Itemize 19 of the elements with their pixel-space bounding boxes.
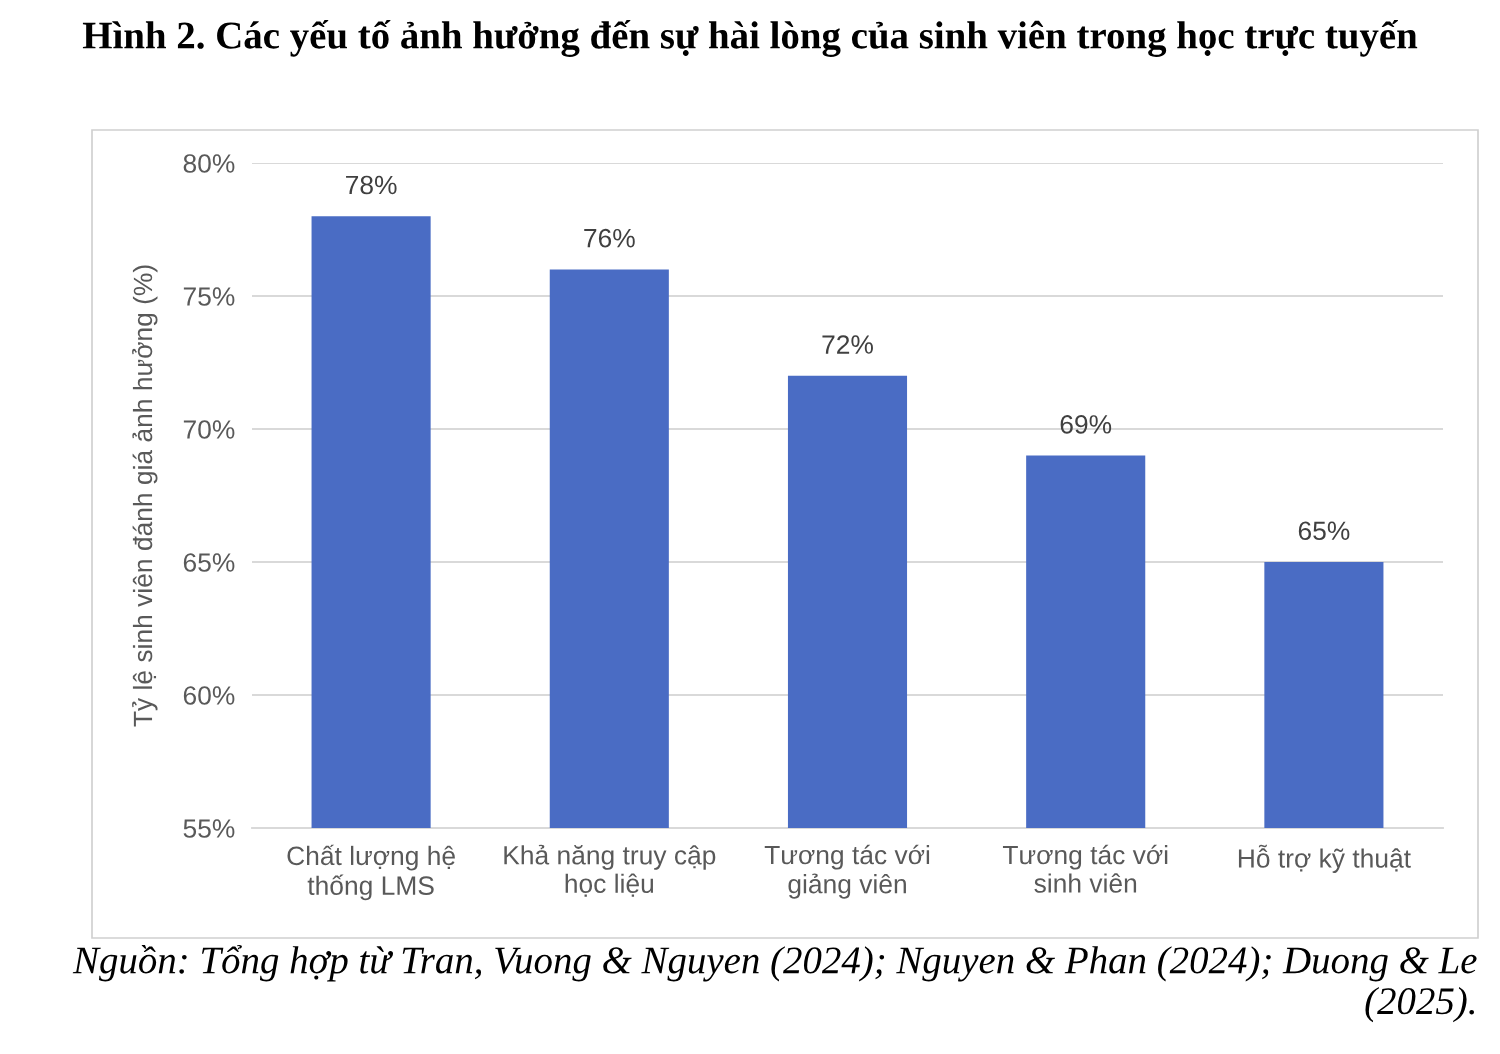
y-axis-title: Tỷ lệ sinh viên đánh giá ảnh hưởng (%) bbox=[132, 265, 158, 727]
y-tick-label: 65% bbox=[183, 553, 235, 572]
chart-title: Hình 2. Các yếu tố ảnh hưởng đến sự hài lòng của sinh viên trong học trực tuyến bbox=[82, 20, 1418, 57]
data-label: 72% bbox=[822, 335, 873, 354]
data-label: 65% bbox=[1298, 521, 1350, 541]
y-tick-label: 80% bbox=[183, 154, 235, 173]
y-tick-label: 70% bbox=[183, 420, 235, 439]
x-tick-label: Khả năng truy cập học liệu bbox=[504, 844, 716, 897]
x-tick-label: Tương tác với sinh viên bbox=[1002, 844, 1168, 893]
x-tick-label: Hỗ trợ kỹ thuật bbox=[1238, 844, 1411, 874]
data-label: 78% bbox=[346, 175, 397, 195]
y-tick-label: 75% bbox=[183, 287, 235, 306]
x-tick-label: Chất lượng hệ thống LMS bbox=[287, 844, 455, 901]
y-tick-label: 60% bbox=[183, 686, 235, 705]
x-tick-label: Tương tác với giảng viên bbox=[764, 844, 930, 899]
data-label: 76% bbox=[584, 228, 635, 248]
text: Nguồn: Tổng hợp từ Tran, Vuong & Nguyen (2024); Nguyen & Phan (2024); Duong & Le (2025). bbox=[72, 945, 1477, 1023]
y-tick-label: 55% bbox=[183, 819, 235, 838]
data-label: 69% bbox=[1060, 415, 1112, 434]
